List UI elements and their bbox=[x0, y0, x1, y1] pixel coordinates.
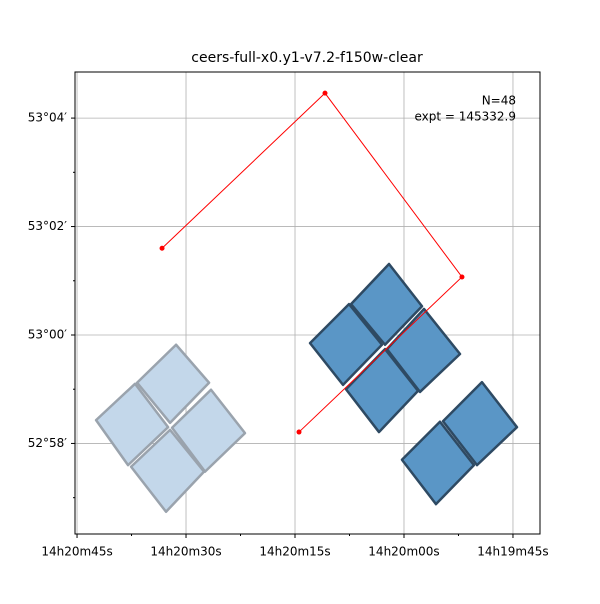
footprint bbox=[308, 302, 384, 387]
annotation: expt = 145332.9 bbox=[414, 110, 516, 124]
track-point bbox=[459, 274, 465, 280]
footprint bbox=[385, 307, 462, 394]
track-point bbox=[322, 90, 328, 96]
y-tick-label: 53°00′ bbox=[28, 327, 68, 341]
footprint bbox=[400, 420, 476, 506]
y-tick-label: 53°02′ bbox=[28, 219, 68, 233]
plot-frame bbox=[74, 71, 541, 535]
track-point bbox=[159, 245, 165, 251]
track-point bbox=[296, 429, 302, 435]
footprint bbox=[170, 388, 247, 473]
track-line bbox=[161, 92, 463, 433]
footprint bbox=[94, 382, 170, 467]
chart-title: ceers-full-x0.y1-v7.2-f150w-clear bbox=[191, 50, 423, 66]
y-tick-label: 52°58′ bbox=[28, 436, 68, 450]
footprint bbox=[441, 380, 519, 467]
x-tick-label: 14h20m00s bbox=[368, 545, 439, 559]
y-tick-label: 53°04′ bbox=[28, 111, 68, 125]
x-tick-label: 14h20m15s bbox=[259, 545, 330, 559]
footprint bbox=[129, 428, 206, 514]
footprint bbox=[135, 343, 211, 425]
x-tick-label: 14h20m30s bbox=[150, 545, 221, 559]
x-tick-label: 14h19m45s bbox=[477, 545, 548, 559]
footprint bbox=[349, 262, 424, 347]
x-tick-label: 14h20m45s bbox=[41, 545, 112, 559]
annotation: N=48 bbox=[482, 94, 516, 108]
